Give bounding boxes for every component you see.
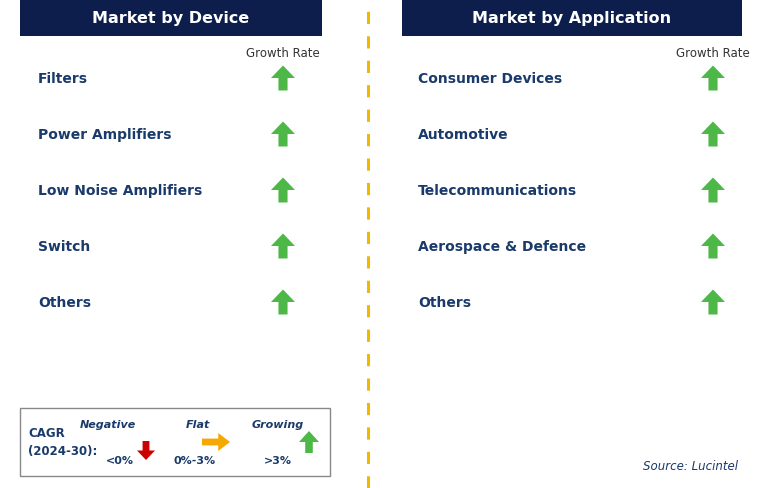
Text: Low Noise Amplifiers: Low Noise Amplifiers xyxy=(38,183,202,198)
Text: Others: Others xyxy=(38,295,91,309)
Text: Automotive: Automotive xyxy=(418,128,509,142)
Polygon shape xyxy=(271,178,295,203)
Bar xyxy=(20,408,330,476)
Polygon shape xyxy=(271,66,295,91)
Polygon shape xyxy=(701,234,725,259)
Polygon shape xyxy=(701,290,725,315)
Polygon shape xyxy=(271,290,295,315)
Bar xyxy=(402,0,742,37)
Text: 0%-3%: 0%-3% xyxy=(174,455,216,465)
Text: Source: Lucintel: Source: Lucintel xyxy=(643,460,738,472)
Polygon shape xyxy=(299,431,319,453)
Text: Power Amplifiers: Power Amplifiers xyxy=(38,128,172,142)
Polygon shape xyxy=(271,234,295,259)
Text: >3%: >3% xyxy=(264,455,292,465)
Text: Consumer Devices: Consumer Devices xyxy=(418,72,562,86)
Polygon shape xyxy=(701,122,725,147)
Text: Telecommunications: Telecommunications xyxy=(418,183,577,198)
Text: Switch: Switch xyxy=(38,240,90,253)
Text: Aerospace & Defence: Aerospace & Defence xyxy=(418,240,586,253)
Text: <0%: <0% xyxy=(106,455,134,465)
Text: Growth Rate: Growth Rate xyxy=(246,47,320,61)
Text: Market by Device: Market by Device xyxy=(93,11,250,26)
Bar xyxy=(20,0,322,37)
Text: Growth Rate: Growth Rate xyxy=(676,47,750,61)
Text: Flat: Flat xyxy=(186,419,210,429)
Text: Others: Others xyxy=(418,295,471,309)
Text: Filters: Filters xyxy=(38,72,88,86)
Polygon shape xyxy=(271,122,295,147)
Text: Market by Application: Market by Application xyxy=(472,11,672,26)
Polygon shape xyxy=(202,433,230,451)
Text: Negative: Negative xyxy=(80,419,136,429)
Polygon shape xyxy=(137,441,155,460)
Text: CAGR
(2024-30):: CAGR (2024-30): xyxy=(28,427,97,458)
Text: Growing: Growing xyxy=(252,419,304,429)
Polygon shape xyxy=(701,66,725,91)
Polygon shape xyxy=(701,178,725,203)
